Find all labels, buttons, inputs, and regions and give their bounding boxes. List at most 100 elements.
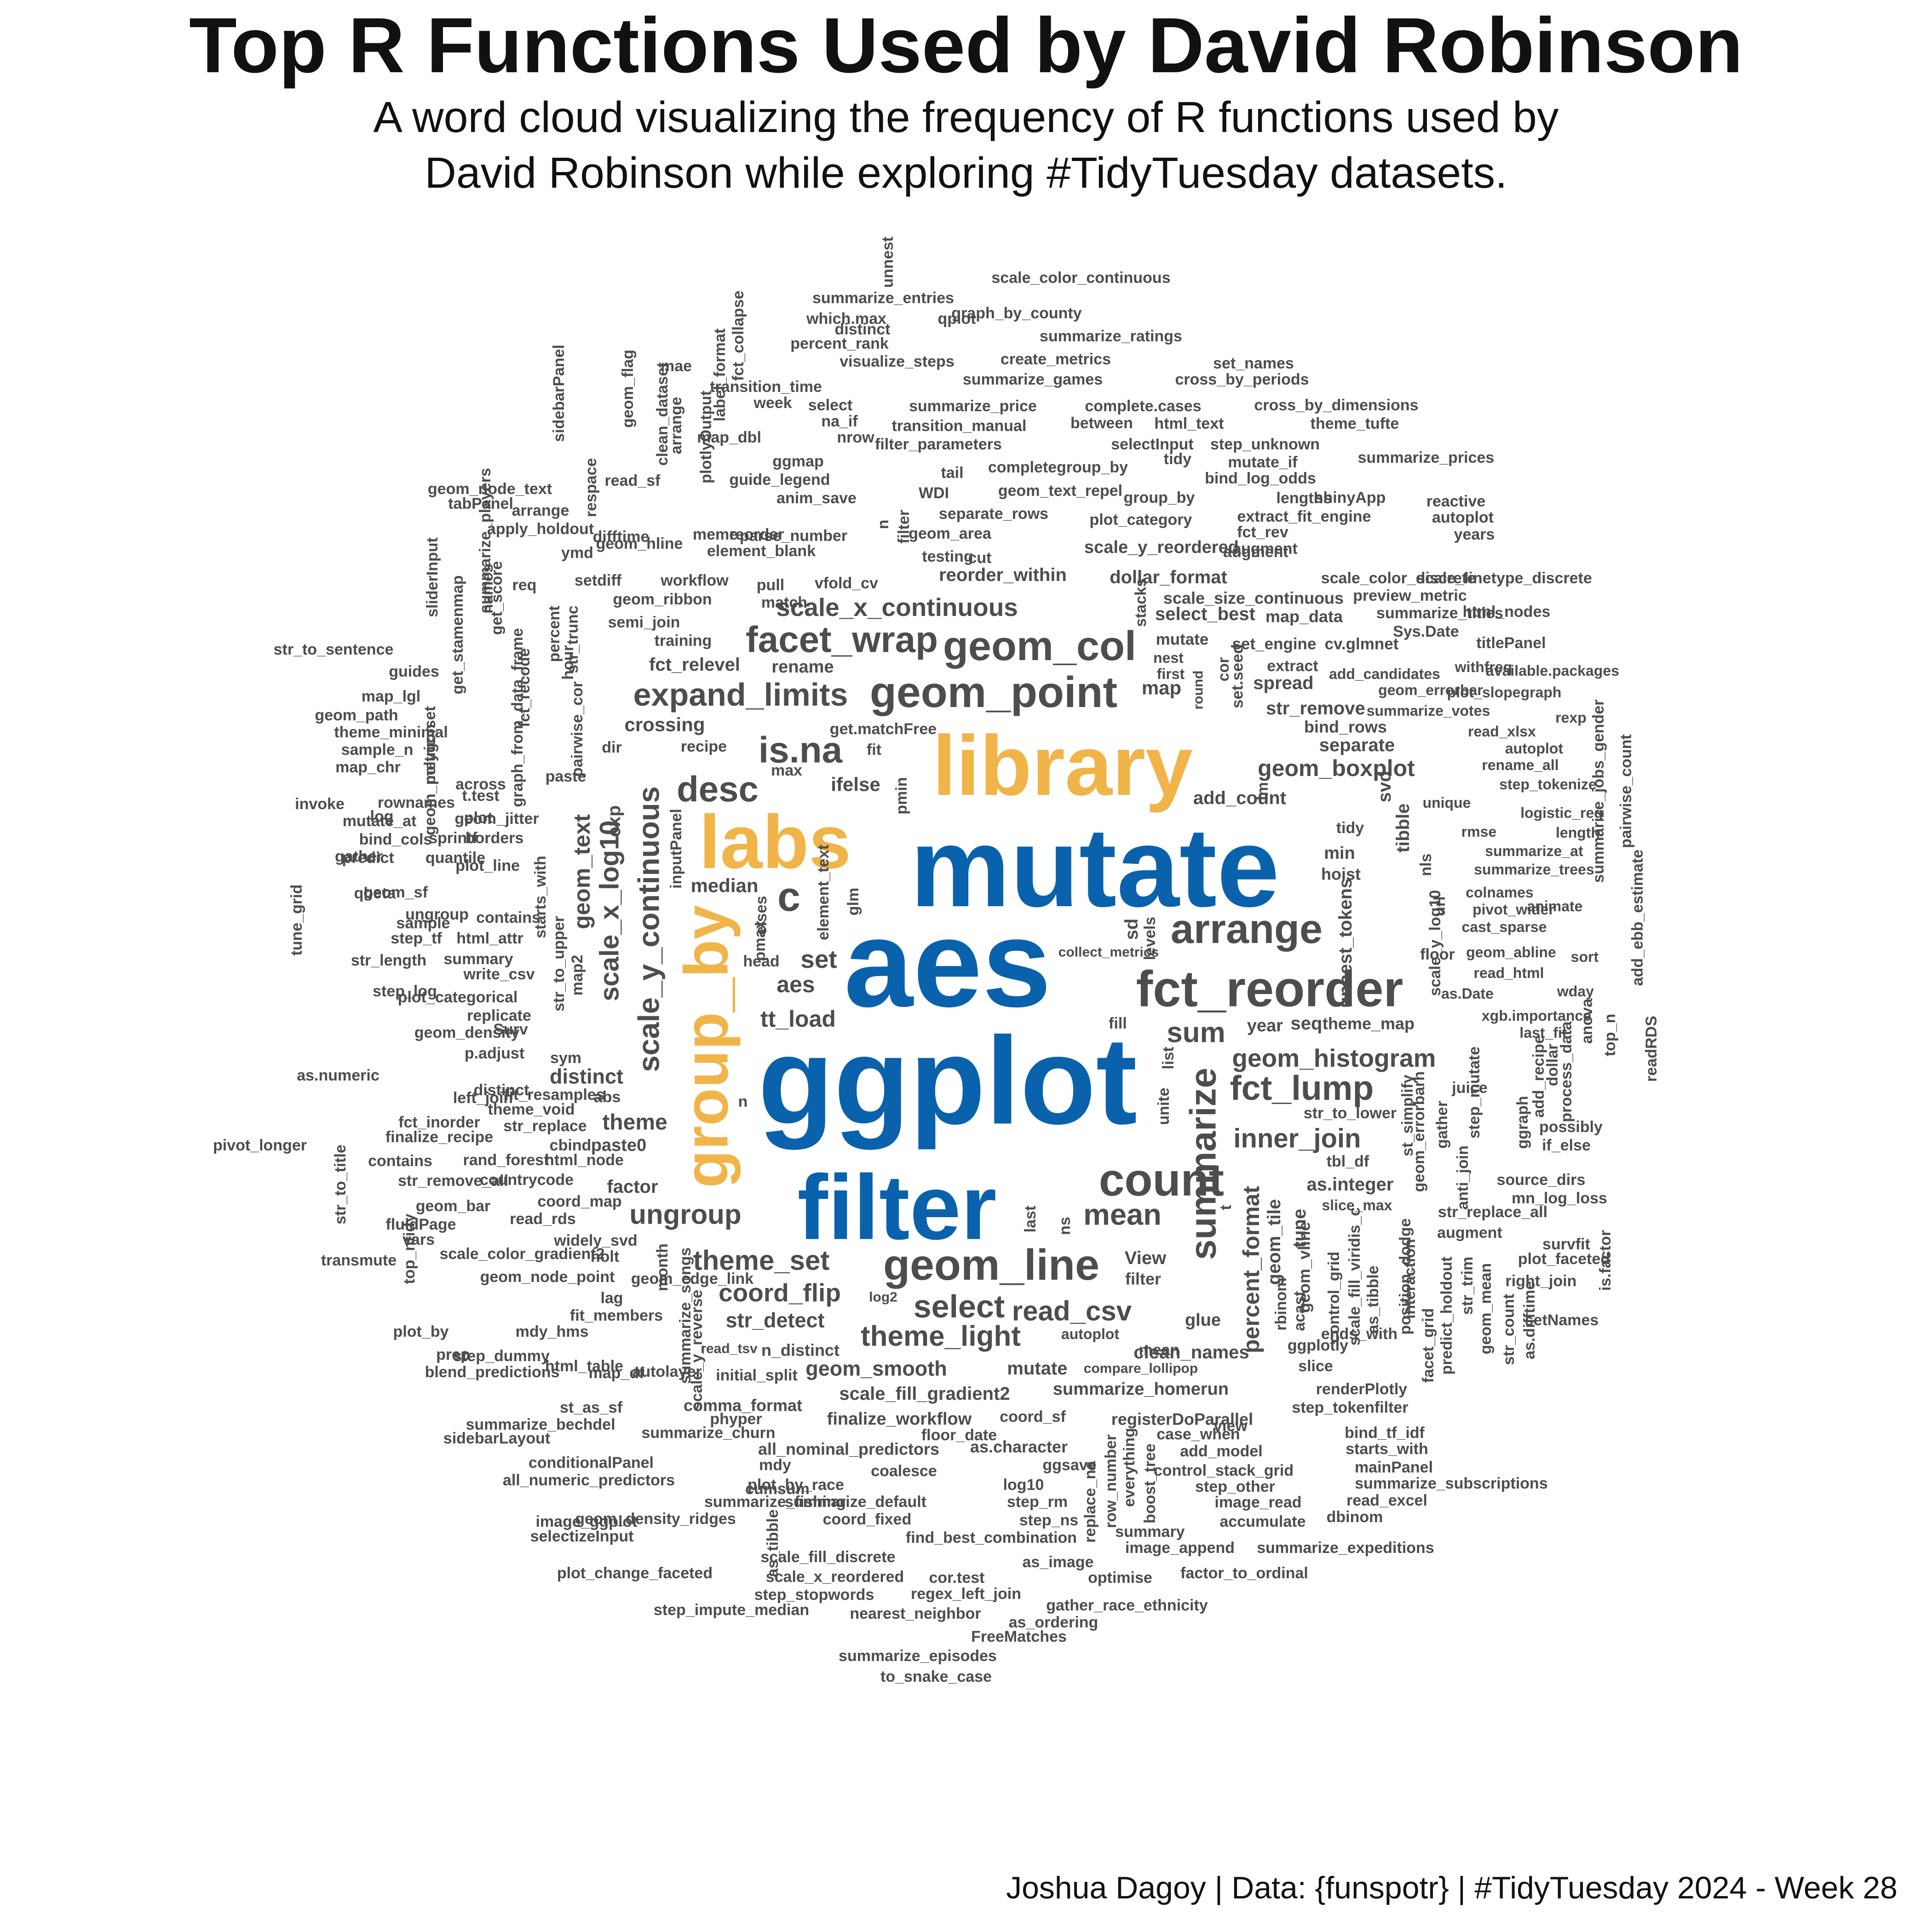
word-342: geom_text_repel bbox=[998, 482, 1122, 500]
word-140: tbl_df bbox=[1327, 1153, 1369, 1170]
word-118: geom_abline bbox=[1466, 944, 1556, 960]
chart-caption: Joshua Dagoy | Data: {funspotr} | #TidyT… bbox=[1006, 1870, 1898, 1905]
word-272: map_chr bbox=[335, 759, 401, 776]
word-370: fct_collapse bbox=[730, 291, 747, 381]
word-33: geom_boxplot bbox=[1258, 755, 1415, 781]
word-313: percent_rank bbox=[790, 335, 889, 352]
word-327: cross_by_dimensions bbox=[1254, 397, 1418, 414]
word-239: sym bbox=[550, 1049, 581, 1067]
word-69: mutate bbox=[1007, 1358, 1067, 1379]
word-106: rename_all bbox=[1482, 757, 1558, 773]
word-318: graph_by_county bbox=[951, 305, 1081, 322]
word-81: map bbox=[1142, 677, 1181, 699]
word-84: first bbox=[1157, 666, 1185, 682]
word-285: workflow bbox=[660, 572, 729, 589]
word-120: read_html bbox=[1474, 965, 1544, 981]
word-217: widely_svd bbox=[553, 1232, 637, 1249]
word-31: inner_join bbox=[1233, 1124, 1361, 1154]
word-133: mn_log_loss bbox=[1512, 1190, 1607, 1207]
word-379: names bbox=[479, 564, 496, 614]
word-213: geom_node_point bbox=[480, 1268, 615, 1286]
word-64: paste0 bbox=[591, 1136, 646, 1155]
word-271: paste bbox=[546, 768, 586, 785]
word-287: match bbox=[761, 594, 807, 611]
word-354: years bbox=[1454, 526, 1495, 543]
word-253: geom_sf bbox=[363, 884, 428, 901]
word-116: animate bbox=[1527, 898, 1583, 914]
word-386: percent bbox=[546, 606, 563, 662]
word-49: scale_y_reordered bbox=[1084, 538, 1239, 557]
word-440: add_ebb_estimate bbox=[1629, 850, 1646, 986]
word-71: n_distinct bbox=[761, 1341, 840, 1360]
word-286: pull bbox=[757, 576, 784, 594]
word-85: round bbox=[1191, 671, 1206, 710]
word-265: plot bbox=[464, 809, 493, 827]
word-329: between bbox=[1070, 414, 1133, 432]
word-452: as_tibble bbox=[1364, 1265, 1382, 1333]
word-139: setNames bbox=[1525, 1311, 1599, 1329]
word-11: geom_line bbox=[883, 1241, 1099, 1289]
word-273: sample_n bbox=[341, 741, 414, 759]
word-425: url bbox=[1431, 896, 1449, 916]
word-246: write_csv bbox=[463, 966, 535, 983]
word-183: find_best_combination bbox=[906, 1529, 1077, 1547]
word-328: transition_manual bbox=[892, 417, 1027, 435]
word-241: geom_density bbox=[414, 1024, 520, 1041]
word-12: arrange bbox=[1171, 906, 1322, 952]
word-82: mutate bbox=[1156, 631, 1209, 649]
word-358: scale_color_discrete bbox=[1321, 569, 1476, 587]
word-219: transmute bbox=[321, 1252, 397, 1269]
word-201: st_as_sf bbox=[560, 1399, 623, 1416]
word-268: rownames bbox=[378, 794, 455, 811]
word-37: set bbox=[800, 945, 837, 973]
word-42: theme bbox=[602, 1110, 667, 1135]
word-316: which.max bbox=[806, 310, 886, 328]
word-130: possibly bbox=[1539, 1118, 1603, 1136]
word-380: sliderInput bbox=[424, 537, 441, 617]
word-163: control_stack_grid bbox=[1154, 1462, 1294, 1479]
word-15: expand_limits bbox=[633, 677, 848, 713]
word-182: coord_fixed bbox=[823, 1511, 912, 1528]
word-146: bind_tf_idf bbox=[1345, 1424, 1425, 1442]
word-456: rbinom bbox=[1272, 1277, 1290, 1330]
word-360: scale_linetype_discrete bbox=[1416, 569, 1592, 587]
word-205: autolayer bbox=[632, 1363, 702, 1380]
word-320: summarize_ratings bbox=[1040, 328, 1182, 345]
word-408: stacks bbox=[1132, 578, 1150, 627]
word-20: c bbox=[777, 874, 800, 920]
word-282: training bbox=[655, 632, 712, 650]
word-204: html_table bbox=[545, 1357, 623, 1375]
word-248: summary bbox=[443, 950, 513, 968]
word-260: bind_cols bbox=[359, 831, 432, 848]
word-457: replace_na bbox=[1081, 1460, 1099, 1543]
word-388: str_trunc bbox=[564, 605, 581, 673]
word-14: facet_wrap bbox=[746, 619, 938, 660]
word-337: mutate_if bbox=[1228, 454, 1298, 471]
word-59: filter bbox=[1125, 1270, 1161, 1288]
word-418: mean bbox=[1139, 1341, 1180, 1359]
word-433: ggraph bbox=[1514, 1096, 1531, 1149]
word-215: scale_color_gradient2 bbox=[439, 1245, 604, 1263]
word-220: fluidPage bbox=[385, 1216, 456, 1233]
word-278: str_to_sentence bbox=[274, 641, 394, 658]
word-53: scale_fill_gradient2 bbox=[839, 1384, 1010, 1404]
word-103: rexp bbox=[1555, 709, 1587, 726]
word-459: everything bbox=[1121, 1428, 1138, 1507]
word-34: percent_format bbox=[1238, 1186, 1264, 1353]
word-280: dir bbox=[602, 739, 621, 756]
word-365: get.matchFree bbox=[830, 720, 937, 738]
word-16: scale_y_continuous bbox=[632, 786, 666, 1072]
word-441: summarize_jobs_gender bbox=[1590, 700, 1607, 883]
word-218: vars bbox=[402, 1231, 435, 1248]
word-60: glue bbox=[1185, 1311, 1221, 1330]
word-303: ggmap bbox=[772, 453, 823, 470]
word-250: step_tf bbox=[391, 930, 442, 947]
word-56: geom_tile bbox=[1264, 1199, 1284, 1285]
word-393: map2 bbox=[569, 955, 586, 996]
word-308: select bbox=[808, 397, 852, 414]
word-188: nearest_neighbor bbox=[850, 1605, 981, 1622]
word-184: scale_fill_discrete bbox=[761, 1548, 896, 1566]
word-423: tibble bbox=[1393, 804, 1413, 853]
word-247: str_length bbox=[351, 952, 426, 969]
